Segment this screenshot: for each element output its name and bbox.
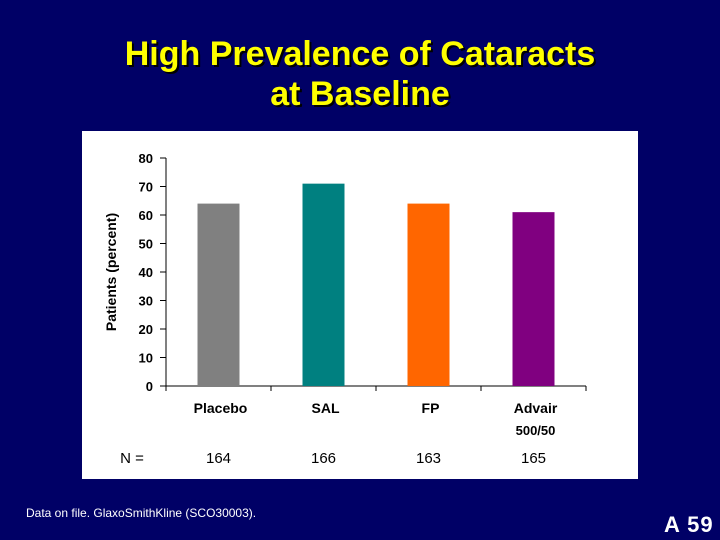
y-tick-label: 60 xyxy=(139,208,153,223)
y-tick-label: 80 xyxy=(139,151,153,166)
slide-number: A 59 xyxy=(664,512,714,537)
bar-chart: 0 10 20 30 40 50 60 70 80 Patients (percent) Place… xyxy=(103,151,587,467)
title-line-1: High Prevalence of Cataracts xyxy=(124,35,596,73)
source-footnote: Data on file. GlaxoSmithKline (SCO30003)… xyxy=(26,506,257,520)
y-tick-label: 10 xyxy=(139,351,153,366)
n-value-label: 166 xyxy=(311,450,336,467)
x-category-label: Placebo xyxy=(194,400,248,416)
bar-advair xyxy=(512,212,555,386)
x-category-label: Advair xyxy=(514,400,558,416)
y-tick-label: 50 xyxy=(139,237,153,252)
slide-title: High Prevalence of Cataracts at Baseline xyxy=(0,34,720,114)
y-axis-title: Patients (percent) xyxy=(103,213,119,331)
x-category-label: FP xyxy=(422,400,440,416)
y-tick-label: 70 xyxy=(139,180,153,195)
n-value-label: 164 xyxy=(206,450,231,467)
n-value-label: 165 xyxy=(521,450,546,467)
chart-panel: 0 10 20 30 40 50 60 70 80 Patients (percent) Place… xyxy=(82,131,638,479)
n-row-label: N = xyxy=(120,450,144,467)
x-category-label: SAL xyxy=(312,400,340,416)
bar-placebo xyxy=(197,203,240,386)
bar-sal xyxy=(302,183,345,386)
title-line-2: at Baseline xyxy=(270,75,450,113)
y-tick-label: 20 xyxy=(139,322,153,337)
y-tick-label: 40 xyxy=(139,265,153,280)
n-value-label: 163 xyxy=(416,450,441,467)
bar-fp xyxy=(407,203,450,386)
x-category-label: 500/50 xyxy=(516,423,556,438)
y-tick-label: 0 xyxy=(146,379,153,394)
y-tick-label: 30 xyxy=(139,294,153,309)
